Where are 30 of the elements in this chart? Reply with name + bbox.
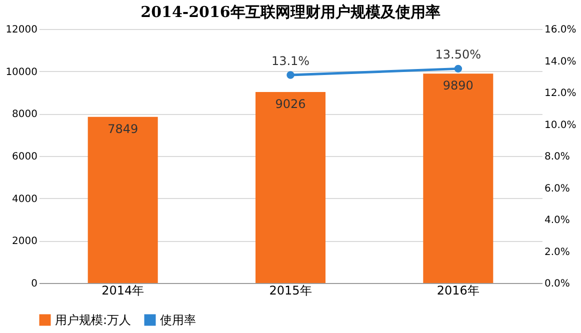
y2-tick-label: 0.0% [544, 278, 570, 290]
data-label: 9890 [442, 78, 474, 93]
y2-tick-label: 2.0% [544, 246, 570, 258]
y2-tick-label: 10.0% [544, 120, 576, 131]
y-tick-label: 10000 [6, 66, 38, 78]
y2-tick-label: 14.0% [544, 56, 576, 68]
y-tick-label: 4000 [12, 194, 38, 205]
y2-tick-label: 16.0% [544, 24, 576, 36]
y2-tick-label: 8.0% [544, 152, 570, 162]
y-tick-label: 8000 [12, 109, 38, 120]
x-tick-label: 2015年 [269, 284, 312, 298]
chart-title: 2014-2016年互联网理财用户规模及使用率 [140, 3, 440, 21]
y-tick-label: 0 [31, 278, 38, 290]
x-tick-label: 2014年 [102, 284, 144, 298]
x-tick-label: 2016年 [436, 284, 480, 298]
data-label: 7849 [108, 122, 138, 136]
y2-tick-label: 4.0% [544, 215, 570, 226]
data-label: 13.1% [271, 54, 310, 68]
bar [88, 116, 158, 283]
bar [256, 92, 326, 283]
data-label: 13.50% [435, 48, 482, 62]
y-tick-label: 2000 [12, 236, 38, 248]
y2-tick-label: 6.0% [544, 183, 570, 194]
y-tick-label: 12000 [6, 24, 38, 36]
legend-label: 使用率 [160, 313, 196, 327]
y2-tick-label: 12.0% [544, 88, 576, 99]
legend-label: 用户规模:万人 [55, 313, 132, 327]
data-label: 9026 [275, 96, 306, 111]
bar [423, 74, 494, 283]
y-tick-label: 6000 [12, 152, 38, 162]
